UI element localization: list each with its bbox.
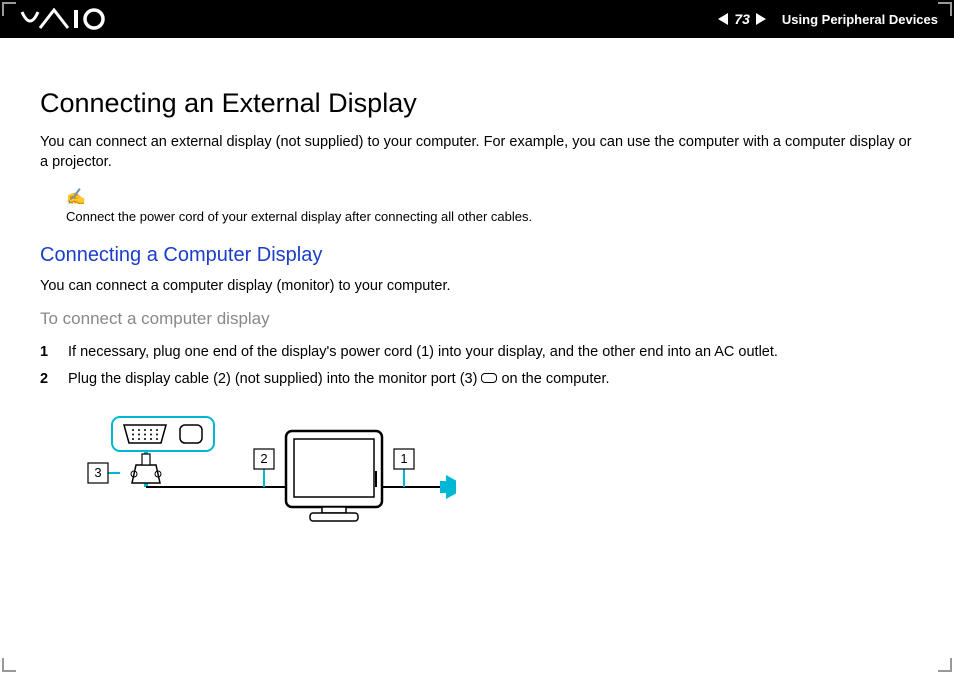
header-bar: 73 Using Peripheral Devices (0, 0, 954, 38)
sub-intro: You can connect a computer display (moni… (40, 277, 914, 297)
svg-text:3: 3 (94, 465, 101, 480)
intro-paragraph: You can connect an external display (not… (40, 133, 914, 172)
diagram-svg: 1 2 3 (76, 411, 456, 531)
step-text: If necessary, plug one end of the displa… (68, 341, 778, 364)
crop-mark (2, 670, 16, 672)
connection-diagram: 1 2 3 (76, 411, 914, 536)
note-block: ✍ Connect the power cord of your externa… (66, 190, 914, 226)
page-content: Connecting an External Display You can c… (0, 38, 954, 536)
step-text-before: Plug the display cable (2) (not supplied… (68, 371, 481, 387)
step-text: Plug the display cable (2) (not supplied… (68, 368, 610, 391)
crop-mark (2, 658, 4, 672)
step-item: 2 Plug the display cable (2) (not suppli… (40, 368, 914, 391)
crop-mark (938, 670, 952, 672)
note-text: Connect the power cord of your external … (66, 209, 532, 224)
header-right: 73 Using Peripheral Devices (718, 11, 938, 27)
subheading: Connecting a Computer Display (40, 244, 914, 267)
step-number: 1 (40, 341, 68, 364)
page-nav: 73 (718, 11, 766, 27)
steps-list: 1 If necessary, plug one end of the disp… (40, 341, 914, 391)
step-text-after: on the computer. (497, 371, 609, 387)
note-icon: ✍ (66, 190, 914, 206)
crop-mark (950, 658, 952, 672)
vaio-logo (20, 8, 120, 30)
next-page-arrow-icon[interactable] (756, 13, 766, 25)
svg-text:1: 1 (400, 451, 407, 466)
svg-text:2: 2 (260, 451, 267, 466)
procedure-title: To connect a computer display (40, 309, 914, 329)
step-number: 2 (40, 368, 68, 391)
monitor-port-icon (481, 373, 497, 383)
prev-page-arrow-icon[interactable] (718, 13, 728, 25)
section-title: Using Peripheral Devices (782, 12, 938, 27)
page-number: 73 (730, 11, 754, 27)
page-title: Connecting an External Display (40, 88, 914, 119)
step-item: 1 If necessary, plug one end of the disp… (40, 341, 914, 364)
